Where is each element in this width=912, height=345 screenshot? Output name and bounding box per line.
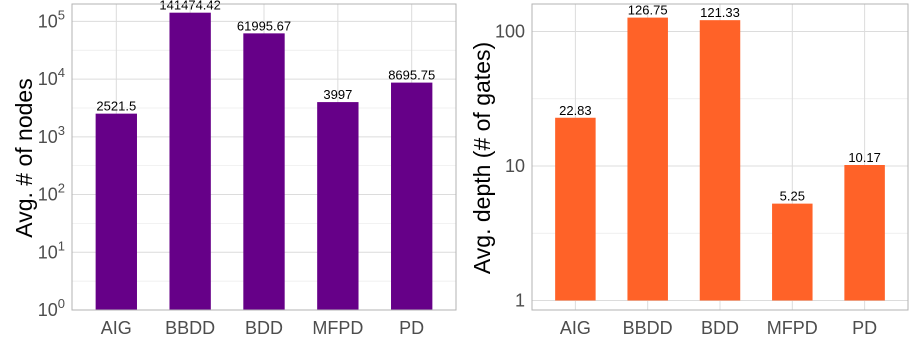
depth-ylabel: Avg. depth (# of gates) <box>469 42 495 274</box>
nodes-ylabel: Avg. # of nodes <box>11 78 37 237</box>
depth-bar-label-bdd: 121.33 <box>700 5 740 20</box>
nodes-bar-bdd <box>243 33 285 311</box>
depth-chart-panel: Avg. depth (# of gates) 1 10 100 22.83 AIG 12… <box>469 3 909 338</box>
nodes-bar-label-mfpd: 3997 <box>323 87 352 102</box>
nodes-bar-label-bbdd: 141474.42 <box>159 0 220 13</box>
depth-xtick-label-bbdd: BBDD <box>623 318 673 338</box>
nodes-ytick-label: 100 <box>38 296 65 320</box>
nodes-bar-mfpd <box>317 102 359 311</box>
nodes-ytick-label: 101 <box>38 238 65 262</box>
nodes-xtick-label-bdd: BDD <box>245 318 283 338</box>
depth-ytick-label: 1 <box>515 291 525 311</box>
nodes-bar-aig <box>95 113 137 310</box>
nodes-xtick-label-aig: AIG <box>101 318 132 338</box>
nodes-xtick-label-pd: PD <box>399 318 424 338</box>
nodes-xtick-label-mfpd: MFPD <box>312 318 363 338</box>
depth-bar-label-aig: 22.83 <box>559 103 592 118</box>
nodes-bar-label-pd: 8695.75 <box>388 68 435 83</box>
nodes-ytick-label: 103 <box>38 123 65 147</box>
nodes-bar-bbdd <box>169 12 211 311</box>
depth-panel-border <box>531 3 909 311</box>
depth-ytick-label: 10 <box>505 156 525 176</box>
nodes-bar-label-aig: 2521.5 <box>96 99 136 114</box>
depth-ytick-label: 100 <box>495 21 525 41</box>
depth-bar-mfpd <box>772 203 813 301</box>
depth-xtick-label-bdd: BDD <box>701 318 739 338</box>
depth-xtick-label-mfpd: MFPD <box>767 318 818 338</box>
depth-bar-pd <box>844 164 885 301</box>
depth-bar-aig <box>555 117 596 301</box>
nodes-ytick-label: 105 <box>38 7 65 31</box>
depth-bar-label-pd: 10.17 <box>848 150 881 165</box>
depth-xtick-label-pd: PD <box>852 318 877 338</box>
depth-bar-bbdd <box>627 17 668 301</box>
nodes-ytick-label: 104 <box>38 65 65 89</box>
depth-bar-label-bbdd: 126.75 <box>628 3 668 18</box>
nodes-bar-label-bdd: 61995.67 <box>237 18 291 33</box>
depth-bar-label-mfpd: 5.25 <box>780 189 805 204</box>
nodes-chart-panel: Avg. # of nodes 100 101 102 103 104 105 2521.5… <box>11 0 457 338</box>
nodes-ytick-label: 102 <box>38 181 65 205</box>
nodes-xtick-label-bbdd: BBDD <box>165 318 215 338</box>
depth-xtick-label-aig: AIG <box>560 318 591 338</box>
nodes-bar-pd <box>391 82 433 311</box>
nodes-panel-border <box>71 3 457 311</box>
depth-bar-bdd <box>699 20 741 301</box>
